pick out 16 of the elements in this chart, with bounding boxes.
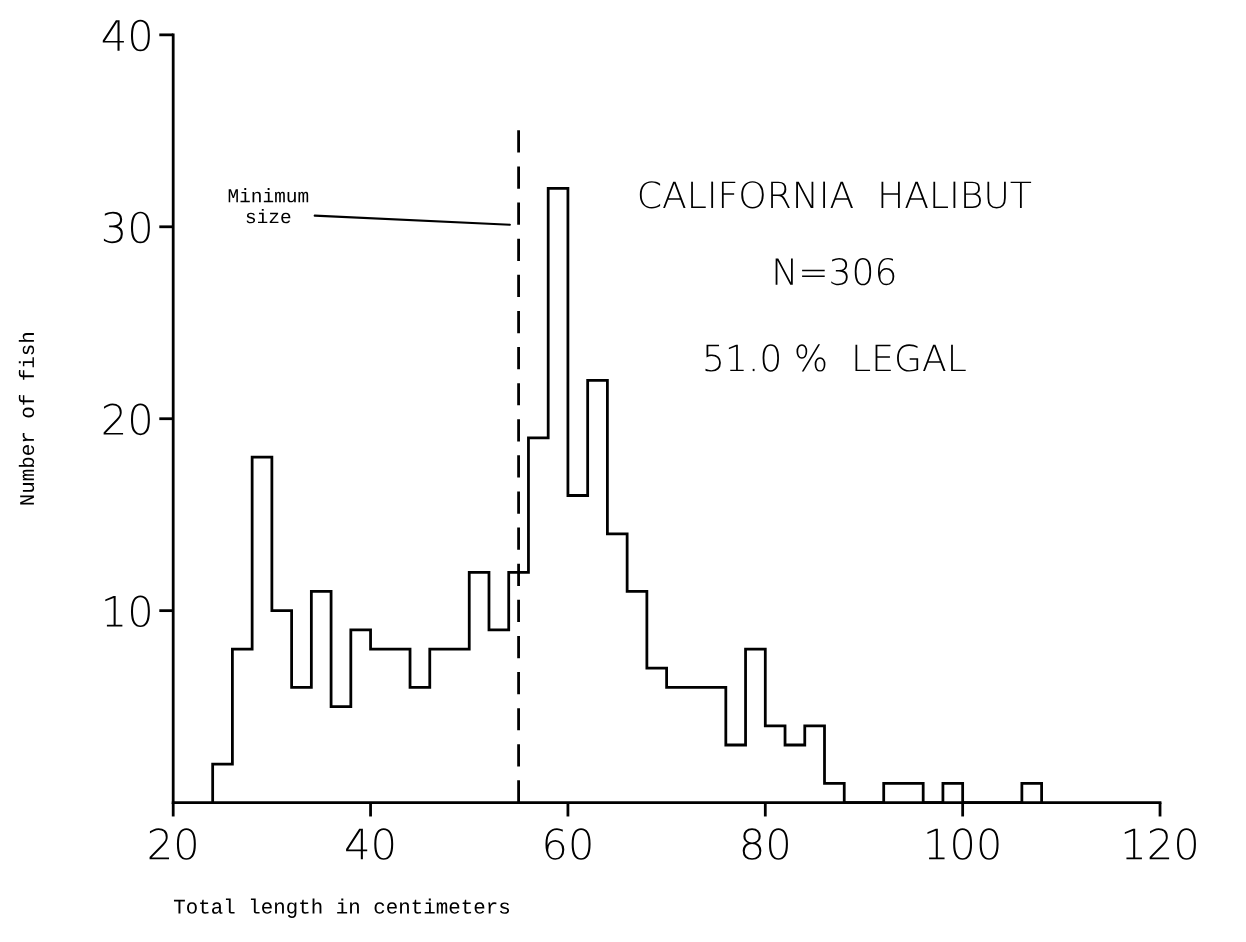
x-tick-label: 60 [545,828,591,860]
ref-line-label: Minimum size [228,188,309,224]
x-tick-label: 100 [927,828,999,860]
y-axis-title: Number of fish [18,333,35,505]
annotation: CALIFORNIA HALIBUT [639,181,1032,209]
annotation: 51.0 % LEGAL [705,344,966,372]
x-tick-label: 20 [149,828,196,860]
y-tick-label: 30 [103,211,150,244]
x-tick-label: 40 [346,828,394,860]
y-tick-label: 40 [102,19,150,52]
y-tick-label: 10 [105,595,150,628]
annotation: N=306 [775,257,895,286]
x-axis-title: Total length in centimeters [173,898,510,918]
x-tick-label: 80 [742,828,788,860]
y-tick-label: 20 [103,403,150,436]
x-tick-label: 120 [1124,828,1196,860]
